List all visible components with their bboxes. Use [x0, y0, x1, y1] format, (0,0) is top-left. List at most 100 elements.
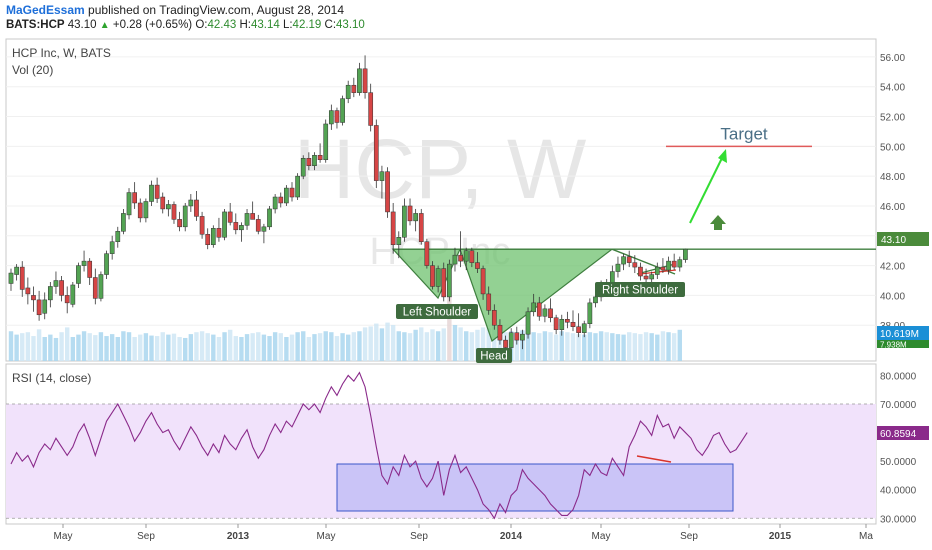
chart-canvas[interactable]: HCP, W HCP Inc 56.0054.0052.0050.0048.00… [0, 34, 932, 550]
candle-body [666, 260, 671, 271]
volume-bar [627, 332, 632, 361]
volume-bar [42, 337, 47, 361]
candle-body [514, 332, 520, 341]
candle-body [272, 196, 278, 210]
candle-body [345, 84, 351, 99]
volume-bar [548, 332, 553, 361]
price-change: +0.28 (+0.65%) [112, 19, 193, 31]
candle-body [194, 199, 199, 217]
volume-bar [98, 332, 104, 361]
x-tick-label: May [317, 531, 336, 542]
volume-bar [559, 331, 564, 361]
volume-bar [222, 332, 227, 361]
candle-body [53, 280, 59, 287]
x-tick-label: May [54, 531, 73, 542]
candle-body [660, 266, 666, 271]
volume-bar [284, 337, 289, 361]
volume-bar [553, 334, 559, 361]
candle-body [626, 256, 632, 263]
author-link[interactable]: MaGedEssam [6, 3, 85, 17]
candle-body [233, 222, 239, 231]
volume-bar [660, 331, 666, 361]
candle-body [491, 310, 497, 326]
volume-bar [570, 333, 576, 361]
candle-body [548, 308, 553, 319]
candle-body [351, 84, 357, 93]
volume-bar [317, 333, 323, 361]
candle-body [267, 208, 272, 228]
volume-bar [76, 334, 81, 361]
volume-bar [323, 331, 328, 361]
volume-bar [385, 322, 390, 361]
candle-body [632, 262, 638, 268]
price-tick-label: 46.00 [880, 202, 905, 213]
volume-bar [59, 332, 64, 361]
volume-bar [475, 329, 480, 361]
volume-bar [430, 329, 435, 361]
last-price-badge-text: 43.10 [881, 235, 906, 246]
volume-bar [104, 336, 109, 361]
volume-bar [256, 332, 261, 361]
candle-body [278, 196, 284, 204]
right-shoulder-label-group: Right Shoulder [595, 282, 685, 297]
candle-body [649, 274, 655, 280]
volume-bar [25, 332, 31, 361]
candle-body [261, 226, 267, 232]
candle-body [47, 286, 53, 301]
candle-body [289, 187, 295, 198]
volume-bar [346, 334, 351, 361]
volume-indicator-title: Vol (20) [12, 63, 53, 77]
symbol-label: BATS:HCP [6, 19, 65, 31]
price-tick-label: 40.00 [880, 291, 905, 302]
candle-body [70, 284, 76, 305]
volume-bar [278, 333, 283, 361]
volume-bar [199, 331, 205, 361]
volume-bar [610, 333, 615, 361]
symbol-watermark: HCP, W [294, 122, 586, 216]
volume-bar [671, 333, 677, 361]
candle-body [227, 211, 233, 223]
candle-body [8, 272, 14, 284]
candle-body [621, 256, 626, 265]
up-arrow-icon: ▲ [99, 20, 110, 31]
chart-title: HCP Inc, W, BATS [12, 46, 111, 60]
chart-header: MaGedEssam published on TradingView.com,… [0, 0, 932, 34]
volume-bar [216, 337, 222, 361]
price-tick-label: 42.00 [880, 262, 905, 273]
volume-bar [351, 332, 357, 361]
candle-body [396, 237, 402, 245]
candle-body [362, 68, 368, 93]
candle-body [64, 295, 70, 304]
last-price: 43.10 [67, 19, 97, 31]
rsi-last-badge [877, 426, 929, 440]
volume-bar [109, 334, 115, 361]
x-tick-label: May [592, 531, 611, 542]
rsi-tick-label: 30.0000 [880, 514, 917, 525]
volume-bar [14, 334, 19, 361]
candle-body [115, 231, 121, 242]
volume-bar [160, 332, 165, 361]
volume-bar [36, 329, 42, 361]
price-tick-label: 50.00 [880, 142, 905, 153]
candle-body [92, 277, 98, 299]
candle-body [615, 263, 621, 272]
candle-body [210, 228, 216, 245]
volume-bar [121, 331, 126, 361]
candle-body [475, 262, 480, 269]
volume-badge-text: 10.619M [880, 329, 919, 340]
high-value: 43.14 [250, 19, 280, 31]
volume-bar [598, 331, 604, 361]
candle-body [340, 98, 345, 123]
candle-body [357, 68, 362, 93]
volume-bar [587, 332, 593, 361]
volume-bar [70, 337, 76, 361]
rsi-tick-label: 50.0000 [880, 457, 917, 468]
volume-bar [188, 334, 194, 361]
candle-body [424, 241, 430, 266]
candle-body [239, 225, 244, 231]
volume-bar [250, 333, 255, 361]
volume-bar [402, 332, 407, 361]
rsi-tick-label: 70.0000 [880, 400, 917, 411]
candle-body [205, 234, 211, 245]
volume-bar [492, 326, 497, 361]
